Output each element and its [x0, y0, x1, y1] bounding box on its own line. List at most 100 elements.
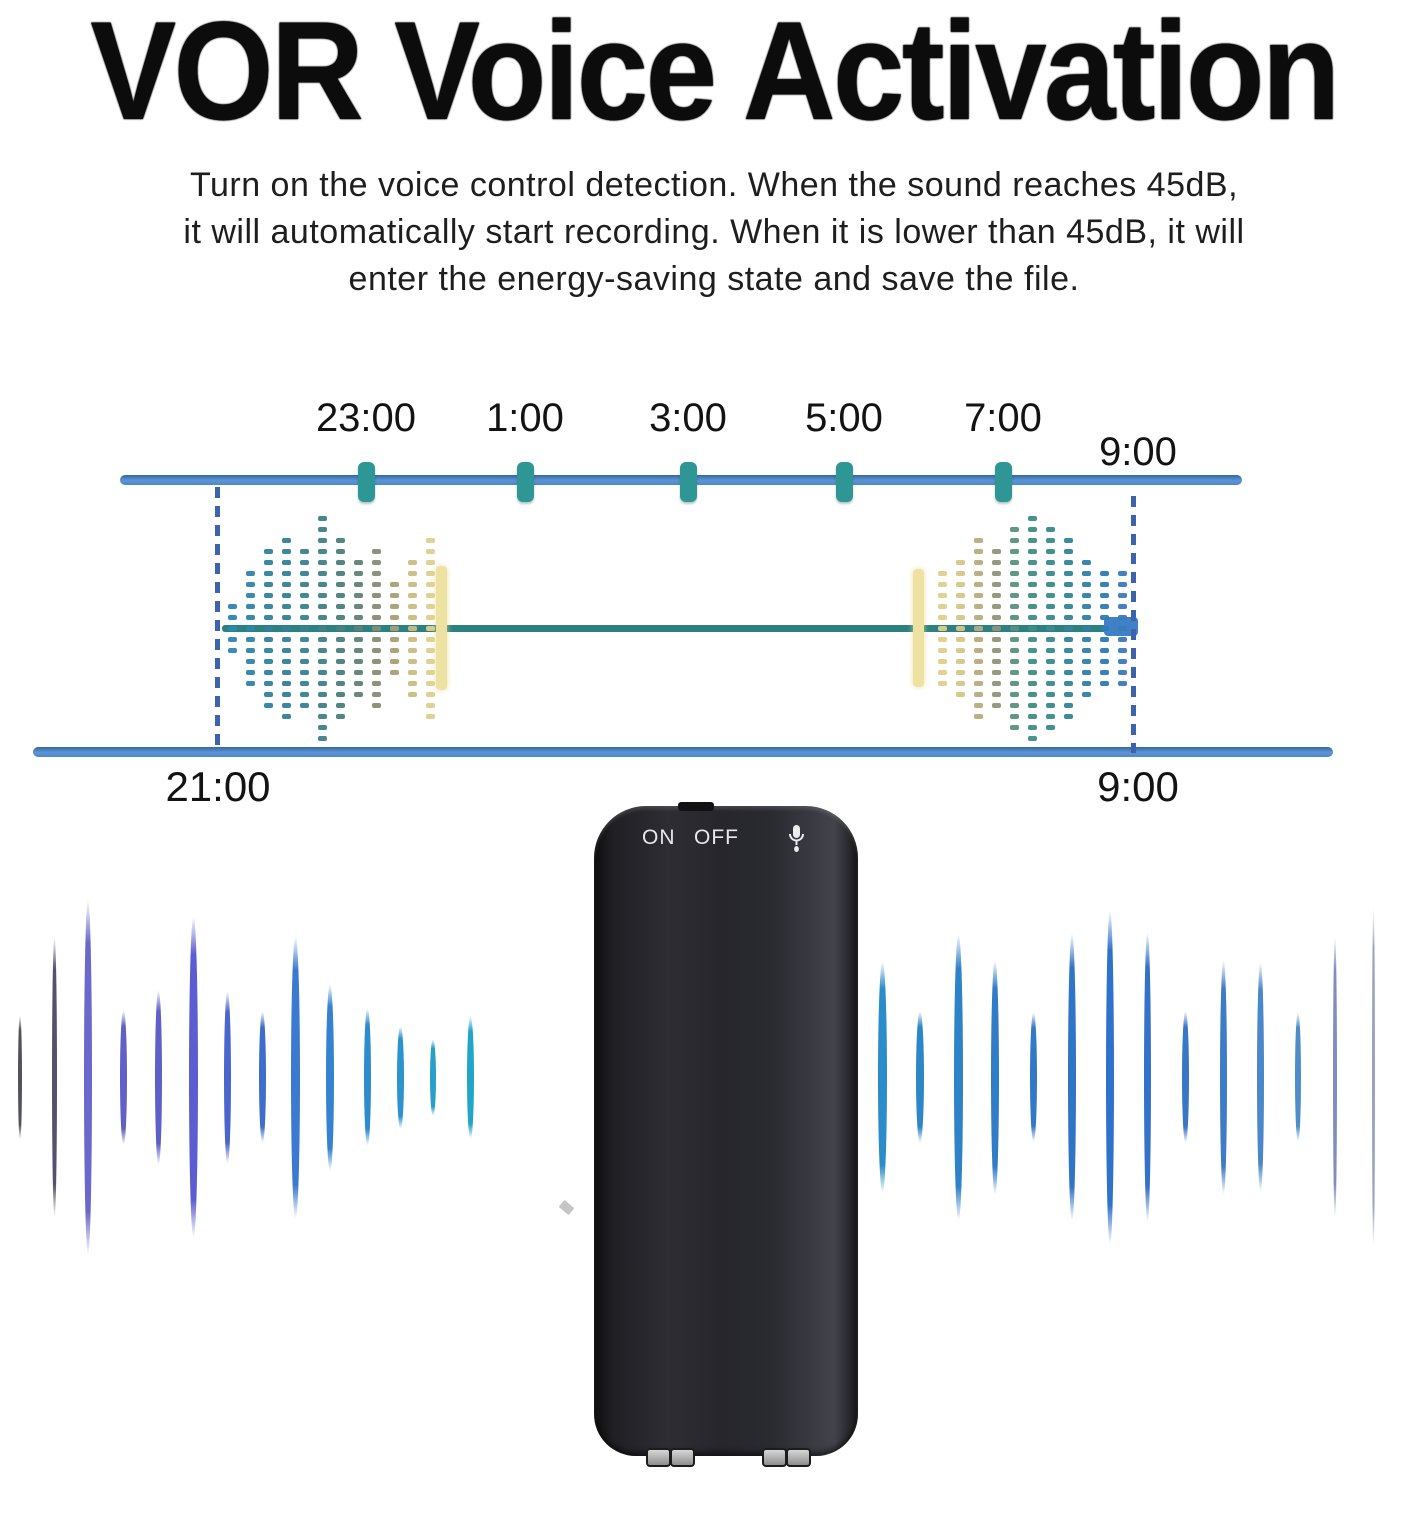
recording-burst-dash: [354, 559, 363, 565]
tick-label: 3:00: [649, 396, 727, 440]
recording-burst-dash: [1064, 647, 1073, 653]
recording-burst-dash: [426, 570, 435, 576]
recording-burst-dash: [318, 614, 327, 620]
recording-burst-dash: [974, 713, 983, 719]
recording-burst-dash: [1100, 625, 1109, 631]
recording-burst-dash: [1046, 636, 1055, 642]
sound-wave-bar: [363, 1008, 371, 1146]
recording-burst-dash: [408, 680, 417, 686]
recording-burst-dash: [300, 680, 309, 686]
sound-wave-bar: [188, 916, 198, 1238]
recording-burst-dash: [372, 669, 381, 675]
recording-burst-dash: [390, 603, 399, 609]
recording-burst-dash: [246, 680, 255, 686]
recording-burst-dash: [938, 658, 947, 664]
recording-burst-dash: [1064, 625, 1073, 631]
recording-burst-dash: [300, 647, 309, 653]
recording-burst-dash: [390, 647, 399, 653]
recording-burst-dash: [318, 581, 327, 587]
recording-burst-dash: [228, 625, 237, 631]
floating-time-label: 9:00: [1099, 430, 1177, 474]
recording-burst-dash: [390, 658, 399, 664]
device-top-labels: ON OFF: [594, 822, 858, 862]
recording-burst-dash: [318, 603, 327, 609]
recording-burst-dash: [938, 625, 947, 631]
recording-burst-dash: [992, 592, 1001, 598]
recording-burst-dash: [426, 625, 435, 631]
recording-burst-dash: [354, 680, 363, 686]
recording-burst-dash: [318, 658, 327, 664]
recording-burst-dash: [1118, 603, 1127, 609]
recording-burst-dash: [1064, 669, 1073, 675]
recording-burst-dash: [390, 614, 399, 620]
recording-burst-dash: [1028, 559, 1037, 565]
recording-burst-dash: [1064, 713, 1073, 719]
recording-burst-dash: [282, 647, 291, 653]
timeline-tick: [836, 462, 853, 502]
recording-burst-dash: [318, 537, 327, 543]
recording-burst-dash: [246, 570, 255, 576]
recording-burst-dash: [246, 614, 255, 620]
recording-burst-dash: [974, 614, 983, 620]
recording-burst-dash: [282, 559, 291, 565]
recording-burst-dash: [372, 603, 381, 609]
recording-burst-dash: [354, 669, 363, 675]
recording-burst-dash: [938, 592, 947, 598]
recording-burst-dash: [1028, 680, 1037, 686]
recording-burst-dash: [1118, 658, 1127, 664]
recording-burst-dash: [1028, 735, 1037, 741]
recording-burst-dash: [1010, 713, 1019, 719]
recording-burst-dash: [1028, 537, 1037, 543]
recording-burst-dash: [1046, 691, 1055, 697]
recording-burst-dash: [1100, 592, 1109, 598]
recording-burst-dash: [264, 603, 273, 609]
bottom-clip-left2: [670, 1448, 695, 1467]
recording-burst-dash: [1100, 658, 1109, 664]
vor-boundary-dashed-line: [215, 487, 220, 753]
recording-burst-dash: [318, 669, 327, 675]
recording-burst-dash: [956, 581, 965, 587]
recording-burst-dash: [1118, 625, 1127, 631]
recording-burst-dash: [300, 603, 309, 609]
recording-burst-dash: [408, 603, 417, 609]
recording-burst-dash: [336, 680, 345, 686]
recording-burst-dash: [1118, 647, 1127, 653]
recording-burst-dash: [1046, 603, 1055, 609]
recording-burst-dash: [1010, 625, 1019, 631]
recording-burst-dash: [282, 570, 291, 576]
recording-burst-dash: [354, 636, 363, 642]
recording-burst-dash: [1010, 658, 1019, 664]
recording-burst-dash: [408, 691, 417, 697]
recording-burst-dash: [1064, 570, 1073, 576]
recording-burst-dash: [1064, 581, 1073, 587]
recording-burst-dash: [264, 691, 273, 697]
recording-burst-dash: [300, 669, 309, 675]
recording-burst-dash: [974, 647, 983, 653]
recording-burst-dash: [1118, 581, 1127, 587]
recording-burst-dash: [318, 647, 327, 653]
recording-burst-dash: [354, 691, 363, 697]
recording-burst-dash: [974, 658, 983, 664]
recording-burst-dash: [408, 647, 417, 653]
recording-burst-dash: [1010, 548, 1019, 554]
sound-wave-bar: [1143, 932, 1151, 1222]
sound-wave-bar: [223, 990, 231, 1164]
recording-burst-dash: [1082, 559, 1091, 565]
recording-burst-dash: [1100, 680, 1109, 686]
bottom-time-label: 9:00: [1097, 763, 1179, 810]
recording-burst-dash: [974, 603, 983, 609]
recording-burst-dash: [938, 669, 947, 675]
bottom-clip-right2: [786, 1448, 811, 1467]
recording-burst-dash: [264, 548, 273, 554]
recording-burst-dash: [282, 702, 291, 708]
bottom-clip-right: [762, 1448, 787, 1467]
recording-burst-dash: [300, 625, 309, 631]
recording-burst-dash: [1064, 702, 1073, 708]
recording-burst-dash: [1028, 548, 1037, 554]
recording-burst-dash: [974, 559, 983, 565]
recording-burst-dash: [992, 559, 1001, 565]
recording-burst-dash: [318, 691, 327, 697]
recording-burst-dash: [390, 592, 399, 598]
recording-burst-dash: [372, 702, 381, 708]
recording-burst-dash: [1028, 570, 1037, 576]
